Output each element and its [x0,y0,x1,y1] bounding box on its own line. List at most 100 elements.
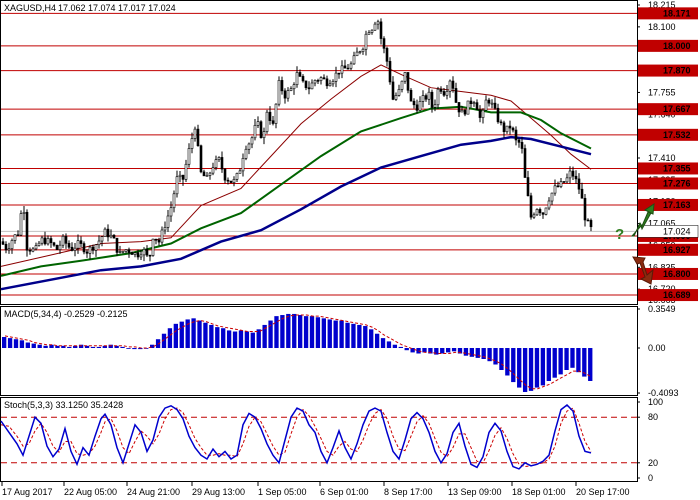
macd-bar [84,345,90,349]
candle-body [127,249,131,253]
candle-body [463,109,467,115]
stochastic-pane: 100 80 20 0 [0,397,663,483]
candle-body [49,238,53,244]
candle-body [523,148,527,178]
candle-body [538,209,542,214]
candle-body [505,125,509,133]
stoch-main-line [0,404,592,470]
macd-bar [363,326,368,349]
candle-body [340,65,344,74]
macd-bar [298,315,303,349]
price-pane-frame [0,0,638,305]
macd-bar [398,346,403,349]
macd-bar [167,328,173,349]
candle-body [547,200,551,209]
price-ohlc-readout: 17.062 17.074 17.017 17.024 [58,3,176,13]
candle-body [76,240,80,249]
candle-body [322,77,326,80]
candle-body [301,76,305,82]
candle-body [376,21,380,25]
candle-body [70,246,74,251]
macd-bar [49,344,54,349]
time-tick-label: 29 Aug 13:00 [192,487,245,497]
candle-body [121,250,125,253]
ma-fast-line [0,64,592,267]
candle-body [148,254,152,257]
macd-bar [280,315,285,349]
macd-bar [570,348,575,368]
candle-body [139,254,143,258]
candle-body [286,90,290,99]
price-tick-label: 18.215 [648,0,676,10]
candle-body [160,229,164,243]
candle-body [247,143,251,150]
level-label: 18.171 [663,8,691,18]
level-label-box [638,64,698,77]
candle-body [196,128,200,147]
time-tick-label: 8 Sep 17:00 [384,487,433,497]
candle-body [520,142,524,149]
price-pane-title: XAGUSD,H4 [4,3,56,13]
macd-bar [108,344,113,349]
time-tick-label: 13 Sep 09:00 [448,487,502,497]
candle-body [292,84,296,90]
candle-body [499,121,503,124]
macd-bar [43,345,48,349]
candle-body [529,195,533,218]
candle-body [220,157,224,170]
candle-body [154,238,158,241]
candle-body [445,91,449,96]
candle-body [526,177,530,197]
macd-bar [351,323,356,349]
candle-body [64,235,68,244]
macd-bar [576,348,581,373]
candle-body [532,214,536,218]
macd-signal-line [4,314,592,390]
candle-body [31,248,35,252]
candle-body [205,175,209,177]
candle-body [490,102,494,105]
macd-bar [73,345,78,349]
candle-body [88,246,92,254]
candle-body [274,103,278,124]
level-label-box [638,177,698,190]
candle-body [364,33,368,50]
candle-body [244,148,248,159]
candle-body [586,219,590,222]
macd-bar [511,348,516,383]
candle-body [289,88,293,91]
macd-bar [292,313,297,349]
candle-body [535,209,539,216]
level-label: 16.689 [663,290,691,300]
ma-slow-line [0,135,592,291]
candle-body [475,102,479,111]
arrow-down-icon [632,256,654,285]
candle-body [7,248,11,251]
macd-pane-frame [0,306,638,396]
macd-tick-label: -0.4093 [648,388,679,398]
candle-body [40,237,44,244]
macd-bar [493,348,498,365]
candle-body [457,102,461,113]
macd-bar [564,348,569,370]
macd-bar [369,329,374,349]
candle-body [559,181,563,187]
candle-body [427,91,431,100]
time-tick-label: 20 Sep 17:00 [576,487,630,497]
candle-body [400,80,404,90]
macd-bar [114,345,119,349]
candle-body [136,252,140,258]
macd-bar [345,322,350,349]
candle-body [517,139,521,143]
candle-body [424,95,428,100]
candle-body [541,212,545,215]
candle-body [184,163,188,180]
level-label: 17.532 [663,130,691,140]
macd-bar [582,348,587,377]
candle-body [118,251,122,253]
macd-bar [457,348,463,354]
candle-body [349,63,353,69]
level-label-box [638,7,698,20]
macd-bar [552,348,557,378]
macd-bar [7,338,13,349]
